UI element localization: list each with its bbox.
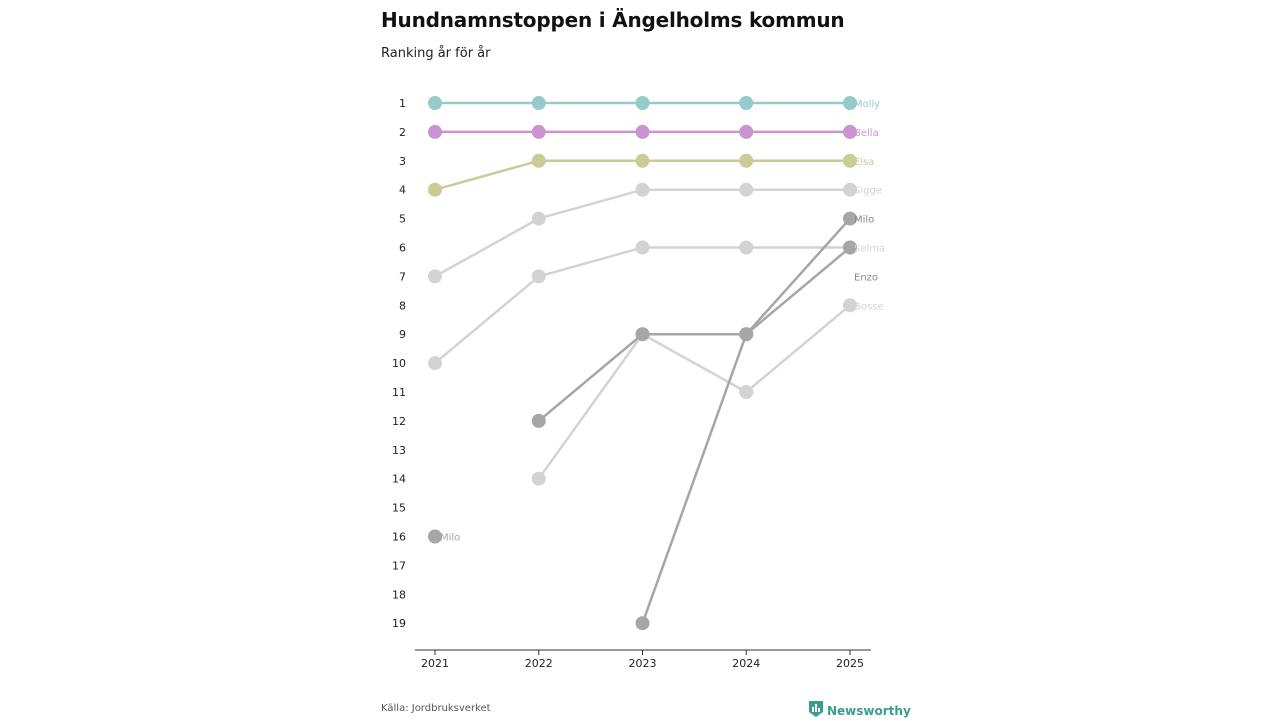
y-tick-label: 1 — [399, 97, 406, 110]
data-point[interactable] — [635, 153, 650, 168]
y-tick-label: 18 — [392, 588, 406, 601]
series-line-segment — [745, 246, 852, 336]
y-tick-label: 6 — [399, 242, 406, 255]
data-point[interactable] — [531, 269, 546, 284]
y-tick-label: 15 — [392, 502, 406, 515]
data-point[interactable] — [635, 327, 650, 342]
series-line-segment — [433, 217, 540, 278]
y-tick-label: 19 — [392, 617, 406, 630]
newsworthy-logo-icon — [809, 701, 823, 721]
series-bella — [428, 124, 857, 139]
series-line-segment — [641, 332, 748, 394]
source-note: Källa: Jordbruksverket — [381, 703, 491, 714]
data-point[interactable] — [531, 124, 546, 139]
series-milo — [428, 211, 857, 631]
data-point[interactable] — [531, 471, 546, 486]
brand[interactable]: Newsworthy — [809, 701, 911, 721]
data-point[interactable] — [635, 616, 650, 631]
brand-name: Newsworthy — [827, 704, 911, 718]
series-sigge — [428, 182, 857, 284]
y-tick-label: 4 — [399, 184, 406, 197]
data-point[interactable] — [739, 182, 754, 197]
data-point[interactable] — [428, 529, 442, 544]
data-point[interactable] — [739, 385, 754, 399]
data-point[interactable] — [428, 96, 442, 110]
x-tick-label: 2024 — [732, 657, 760, 670]
data-point[interactable] — [428, 124, 442, 139]
x-axis: 2021 2022 2023 2024 2025 — [415, 649, 871, 670]
y-tick-label: 17 — [392, 559, 406, 572]
series-line-segment — [745, 304, 852, 394]
y-tick-label: 3 — [399, 155, 406, 168]
data-point[interactable] — [843, 182, 857, 197]
series-line-segment — [537, 188, 644, 220]
data-point[interactable] — [531, 96, 546, 110]
data-point[interactable] — [635, 124, 650, 139]
series-line-segment — [641, 332, 748, 625]
end-label: Sigge — [854, 186, 882, 197]
data-point[interactable] — [843, 96, 857, 110]
y-tick-label: 7 — [399, 270, 406, 283]
x-tick-label: 2025 — [836, 657, 864, 670]
data-point[interactable] — [843, 153, 857, 168]
end-label: Elsa — [854, 157, 874, 168]
end-label: Selma — [854, 244, 885, 255]
series-enzo — [531, 240, 857, 428]
data-point[interactable] — [739, 327, 754, 342]
data-point[interactable] — [635, 96, 650, 110]
y-tick-label: 16 — [392, 531, 406, 544]
series-layer — [428, 96, 857, 631]
series-molly — [428, 96, 857, 110]
label-layer: Molly Bella Elsa Sigge Milo Selma Enzo Bosse Mil… — [440, 99, 885, 544]
data-point[interactable] — [531, 153, 546, 168]
y-tick-label: 12 — [392, 415, 406, 428]
end-label: Bella — [854, 128, 879, 139]
data-point[interactable] — [531, 413, 546, 428]
series-elsa — [428, 153, 857, 197]
chart-title: Hundnamnstoppen i Ängelholms kommun — [381, 8, 845, 32]
x-tick-label: 2021 — [421, 657, 449, 670]
series-bosse — [531, 298, 857, 486]
data-point[interactable] — [428, 356, 442, 371]
series-selma — [428, 240, 857, 371]
end-label: Enzo — [854, 272, 878, 283]
end-label: Molly — [854, 99, 880, 110]
y-tick-label: 13 — [392, 444, 406, 457]
y-tick-label: 11 — [392, 386, 406, 399]
data-point[interactable] — [739, 124, 754, 139]
y-tick-label: 2 — [399, 126, 406, 139]
start-label: Milo — [440, 533, 460, 544]
data-point[interactable] — [428, 182, 442, 197]
end-label: Bosse — [854, 301, 884, 312]
series-line-segment — [433, 159, 540, 191]
x-tick-label: 2022 — [525, 657, 553, 670]
end-label: Milo — [854, 215, 874, 226]
y-tick-label: 10 — [392, 357, 406, 370]
y-tick-label: 14 — [392, 473, 406, 486]
series-line-segment — [745, 217, 852, 336]
data-point[interactable] — [843, 124, 857, 139]
x-tick-label: 2023 — [629, 657, 657, 670]
chart-subtitle: Ranking år för år — [381, 46, 491, 61]
data-point[interactable] — [635, 240, 650, 255]
data-point[interactable] — [739, 240, 754, 255]
series-line-segment — [537, 332, 644, 480]
data-point[interactable] — [843, 240, 857, 255]
data-point[interactable] — [739, 153, 754, 168]
data-point[interactable] — [635, 182, 650, 197]
series-line-segment — [537, 332, 644, 423]
y-tick-label: 8 — [399, 299, 406, 312]
data-point[interactable] — [843, 298, 857, 313]
series-line-segment — [433, 275, 540, 365]
data-point[interactable] — [428, 269, 442, 284]
series-line-segment — [537, 246, 644, 278]
data-point[interactable] — [531, 211, 546, 226]
data-point[interactable] — [843, 211, 857, 226]
y-tick-label: 9 — [399, 328, 406, 341]
data-point[interactable] — [739, 96, 754, 110]
y-tick-label: 5 — [399, 213, 406, 226]
